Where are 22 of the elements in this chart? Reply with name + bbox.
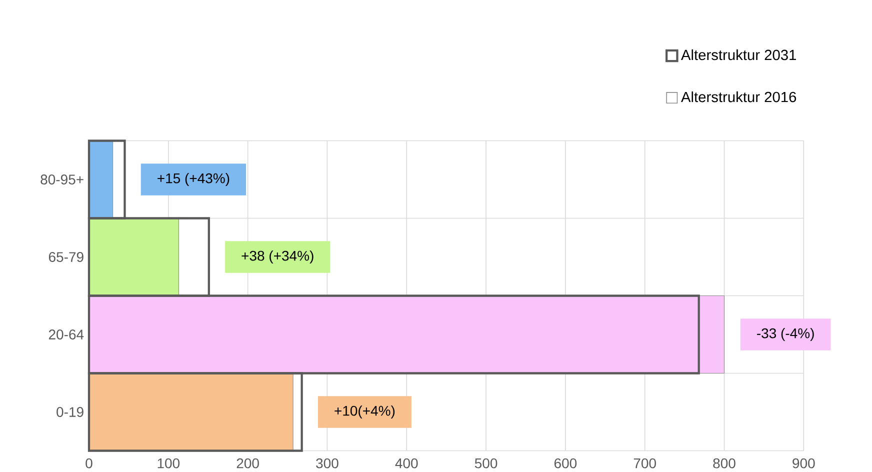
annotation: +38 (+34%) [242,250,314,264]
x-tick-label: 800 [713,458,736,468]
bar [88,140,114,219]
annotation: +10(+4%) [334,405,395,419]
y-tick-label: 65-79 [48,252,84,262]
annotation: -33 (-4%) [757,328,814,342]
y-tick-label: 80-95+ [40,174,84,184]
legend-label: Alterstruktur 2031 [680,49,796,60]
annotation: +15 (+43%) [158,172,230,186]
legend-label: Alterstruktur 2016 [680,91,796,102]
x-tick-label: 900 [792,458,815,468]
y-tick-label: 0-19 [56,407,84,417]
x-tick-label: 700 [634,458,656,468]
x-tick-label: 300 [316,458,338,468]
x-tick-label: 600 [554,458,577,468]
x-tick-label: 500 [474,458,498,468]
x-tick-label: 0 [86,458,92,468]
x-tick-label: 200 [236,458,259,468]
y-tick-label: 20-64 [48,330,84,340]
x-tick-label: 100 [158,458,180,468]
x-tick-label: 400 [395,458,418,468]
bar [88,218,179,296]
